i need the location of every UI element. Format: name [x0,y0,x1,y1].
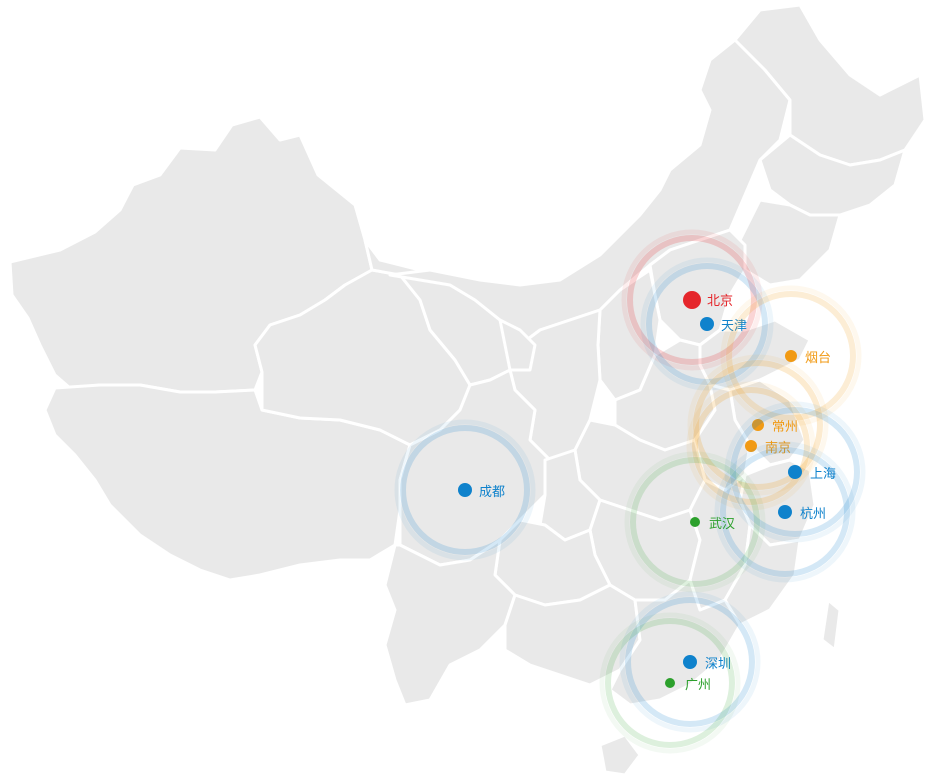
halo-ring [646,263,768,385]
city-label: 武汉 [709,517,735,532]
city-label: 成都 [479,485,505,500]
city-shanghai[interactable]: 上海 [724,401,866,543]
city-label: 上海 [810,467,836,482]
province-heilongjiang[interactable] [733,3,927,167]
halo-ring [730,407,860,537]
halo-ring [621,229,763,371]
city-wuhan[interactable]: 武汉 [624,451,766,593]
halo-ring [692,387,810,505]
city-dot [752,419,764,431]
halo-ring [599,612,741,754]
city-dot [785,350,797,362]
city-beijing[interactable]: 北京 [621,229,763,371]
city-guangzhou[interactable]: 广州 [599,612,741,754]
city-dot [690,517,700,527]
halo-ring [726,291,856,421]
halo-ring [605,618,735,748]
halo-ring [687,354,829,496]
city-label: 常州 [772,420,798,435]
city-label: 广州 [685,678,711,693]
halo-ring [720,285,862,427]
halo-ring [630,457,760,587]
halo-ring [686,381,816,511]
city-shenzhen[interactable]: 深圳 [619,591,761,733]
city-dot [778,505,792,519]
halo-ring [720,447,850,577]
city-label: 深圳 [705,657,731,672]
halo-ring [625,597,755,727]
province-fujian[interactable] [723,523,802,627]
city-dot [700,317,714,331]
halo-ring [627,235,757,365]
halo-ring [724,401,866,543]
halo-ring [624,451,766,593]
halo-ring [693,360,823,490]
city-dot [665,678,675,688]
city-chengdu[interactable]: 成都 [394,419,536,561]
city-dot [458,483,472,497]
city-label: 杭州 [800,507,826,522]
halo-ring [619,591,761,733]
city-label: 天津 [721,319,747,334]
province-hainan[interactable] [598,733,642,777]
city-tianjin[interactable]: 天津 [640,257,774,391]
city-dot [683,291,701,309]
province-yunnan[interactable] [383,538,517,707]
province-xizang[interactable] [43,383,412,582]
city-dot [788,465,802,479]
province-guangdong[interactable] [608,578,742,707]
province-ningxia[interactable] [498,318,537,372]
province-taiwan[interactable] [820,598,842,652]
city-label: 南京 [765,440,791,456]
halo-ring [640,257,774,391]
city-label: 北京 [707,294,733,309]
city-changzhou[interactable]: 常州 [687,354,829,496]
city-hangzhou[interactable]: 杭州 [714,441,856,583]
province-jilin[interactable] [758,133,907,217]
city-dot [683,655,697,669]
city-dot [745,440,757,452]
city-yantai[interactable]: 烟台 [720,285,862,427]
halo-ring [394,419,536,561]
halo-ring [714,441,856,583]
city-label: 烟台 [805,351,831,366]
city-nanjing[interactable]: 南京 [686,381,816,511]
halo-ring [400,425,530,555]
